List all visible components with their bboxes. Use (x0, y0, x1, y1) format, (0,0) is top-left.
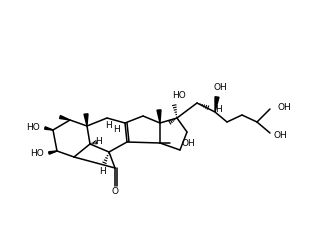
Text: HO: HO (30, 149, 44, 157)
Text: H: H (96, 138, 102, 146)
Polygon shape (215, 97, 219, 112)
Text: OH: OH (181, 138, 195, 148)
Polygon shape (60, 116, 70, 120)
Text: H: H (105, 121, 111, 131)
Text: HO: HO (26, 124, 40, 132)
Polygon shape (157, 110, 161, 123)
Text: H: H (215, 106, 221, 114)
Text: H: H (99, 167, 105, 175)
Text: H: H (114, 126, 120, 134)
Text: OH: OH (278, 102, 292, 112)
Polygon shape (84, 114, 88, 126)
Text: OH: OH (213, 84, 227, 92)
Text: HO: HO (172, 91, 186, 101)
Text: O: O (111, 186, 118, 196)
Polygon shape (45, 127, 53, 130)
Polygon shape (49, 151, 57, 154)
Text: OH: OH (273, 131, 287, 139)
